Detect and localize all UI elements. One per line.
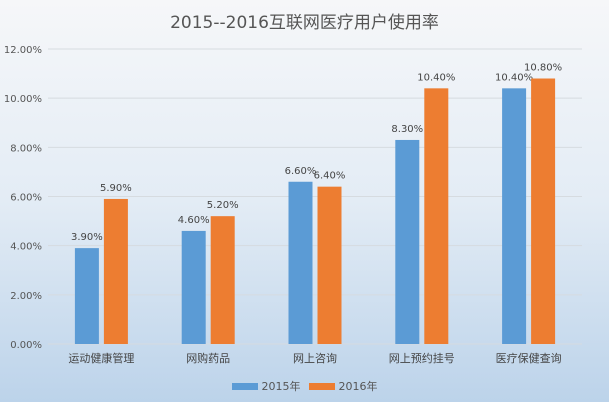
y-tick-label: 2.00% xyxy=(10,291,42,302)
y-tick-label: 0.00% xyxy=(10,340,42,351)
data-label: 5.20% xyxy=(207,200,239,211)
data-label: 8.30% xyxy=(391,124,423,135)
data-label: 6.40% xyxy=(314,171,346,182)
data-label: 3.90% xyxy=(71,232,103,243)
y-tick-label: 6.00% xyxy=(10,193,42,204)
bar-2016 xyxy=(103,198,128,344)
legend: 2015年 2016年 xyxy=(0,378,609,394)
legend-swatch xyxy=(231,382,258,390)
y-tick-label: 12.00% xyxy=(4,45,42,56)
bar-2016 xyxy=(317,186,342,344)
legend-swatch xyxy=(308,382,335,390)
bar-2015 xyxy=(502,88,527,344)
x-tick-label: 网上咨询 xyxy=(293,351,337,365)
legend-item-2015: 2015年 xyxy=(231,378,301,394)
data-label: 10.40% xyxy=(495,72,533,83)
x-tick-label: 医疗保健查询 xyxy=(496,351,562,365)
legend-item-2016: 2016年 xyxy=(308,378,378,394)
data-label: 5.90% xyxy=(100,183,132,194)
x-tick-label: 网上预约挂号 xyxy=(389,351,455,365)
y-tick-label: 8.00% xyxy=(10,143,42,154)
bar-2015 xyxy=(181,230,206,344)
data-label: 6.60% xyxy=(285,166,317,177)
y-tick-label: 10.00% xyxy=(4,94,42,105)
bar-2015 xyxy=(74,248,99,344)
x-tick-label: 网购药品 xyxy=(186,351,230,365)
legend-label: 2016年 xyxy=(338,380,378,393)
data-label: 10.40% xyxy=(417,72,455,83)
bar-2016 xyxy=(424,88,449,344)
bar-2016 xyxy=(531,78,556,344)
bar-2016 xyxy=(210,216,235,344)
data-label: 10.80% xyxy=(524,63,562,74)
chart-title: 2015--2016互联网医疗用户使用率 xyxy=(170,13,439,33)
bar-2015 xyxy=(395,139,420,344)
y-tick-label: 4.00% xyxy=(10,242,42,253)
bar-2015 xyxy=(288,181,313,344)
data-label: 4.60% xyxy=(178,215,210,226)
x-tick-label: 运动健康管理 xyxy=(68,351,134,365)
legend-label: 2015年 xyxy=(261,380,301,393)
